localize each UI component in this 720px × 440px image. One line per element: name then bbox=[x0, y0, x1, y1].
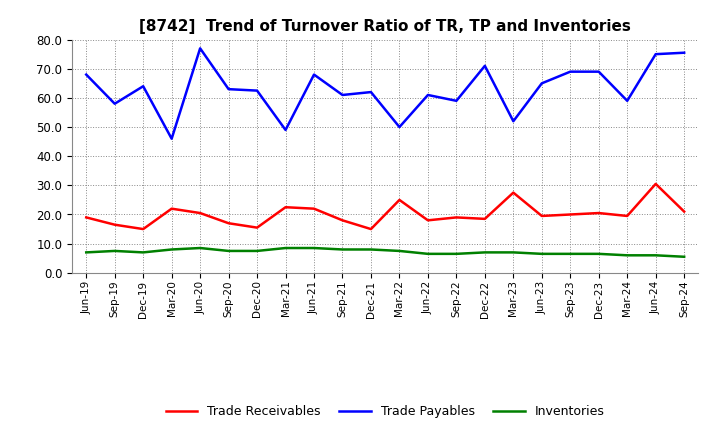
Line: Trade Payables: Trade Payables bbox=[86, 48, 684, 139]
Trade Receivables bbox=[338, 218, 347, 223]
Inventories bbox=[196, 246, 204, 251]
Trade Receivables bbox=[566, 212, 575, 217]
Trade Receivables bbox=[395, 197, 404, 202]
Trade Payables bbox=[253, 88, 261, 93]
Trade Payables bbox=[167, 136, 176, 141]
Inventories bbox=[253, 248, 261, 253]
Inventories bbox=[537, 251, 546, 257]
Inventories bbox=[423, 251, 432, 257]
Trade Receivables bbox=[423, 218, 432, 223]
Trade Payables bbox=[310, 72, 318, 77]
Trade Payables bbox=[566, 69, 575, 74]
Trade Payables bbox=[338, 92, 347, 98]
Trade Receivables bbox=[452, 215, 461, 220]
Trade Receivables bbox=[253, 225, 261, 230]
Trade Payables bbox=[282, 127, 290, 132]
Trade Payables bbox=[509, 118, 518, 124]
Inventories bbox=[139, 250, 148, 255]
Inventories bbox=[566, 251, 575, 257]
Trade Receivables bbox=[167, 206, 176, 211]
Trade Payables bbox=[452, 98, 461, 103]
Inventories bbox=[452, 251, 461, 257]
Trade Payables bbox=[652, 51, 660, 57]
Line: Trade Receivables: Trade Receivables bbox=[86, 184, 684, 229]
Inventories bbox=[652, 253, 660, 258]
Trade Receivables bbox=[110, 222, 119, 227]
Trade Receivables bbox=[623, 213, 631, 219]
Trade Receivables bbox=[537, 213, 546, 219]
Trade Payables bbox=[110, 101, 119, 106]
Inventories bbox=[282, 246, 290, 251]
Inventories bbox=[310, 246, 318, 251]
Inventories bbox=[225, 248, 233, 253]
Trade Receivables bbox=[282, 205, 290, 210]
Inventories bbox=[480, 250, 489, 255]
Line: Inventories: Inventories bbox=[86, 248, 684, 257]
Trade Payables bbox=[623, 98, 631, 103]
Trade Payables bbox=[480, 63, 489, 69]
Trade Receivables bbox=[82, 215, 91, 220]
Trade Receivables bbox=[480, 216, 489, 221]
Inventories bbox=[395, 248, 404, 253]
Trade Receivables bbox=[366, 227, 375, 232]
Trade Payables bbox=[196, 46, 204, 51]
Inventories bbox=[110, 248, 119, 253]
Trade Payables bbox=[225, 87, 233, 92]
Inventories bbox=[623, 253, 631, 258]
Trade Receivables bbox=[652, 181, 660, 187]
Trade Payables bbox=[139, 84, 148, 89]
Trade Payables bbox=[395, 125, 404, 130]
Trade Payables bbox=[537, 81, 546, 86]
Trade Receivables bbox=[196, 210, 204, 216]
Trade Payables bbox=[680, 50, 688, 55]
Trade Payables bbox=[595, 69, 603, 74]
Trade Receivables bbox=[595, 210, 603, 216]
Inventories bbox=[167, 247, 176, 252]
Trade Receivables bbox=[509, 190, 518, 195]
Trade Receivables bbox=[225, 220, 233, 226]
Trade Receivables bbox=[680, 209, 688, 214]
Inventories bbox=[366, 247, 375, 252]
Trade Payables bbox=[82, 72, 91, 77]
Inventories bbox=[82, 250, 91, 255]
Inventories bbox=[338, 247, 347, 252]
Trade Receivables bbox=[139, 227, 148, 232]
Legend: Trade Receivables, Trade Payables, Inventories: Trade Receivables, Trade Payables, Inven… bbox=[161, 400, 610, 423]
Trade Receivables bbox=[310, 206, 318, 211]
Title: [8742]  Trend of Turnover Ratio of TR, TP and Inventories: [8742] Trend of Turnover Ratio of TR, TP… bbox=[139, 19, 631, 34]
Inventories bbox=[680, 254, 688, 260]
Inventories bbox=[595, 251, 603, 257]
Inventories bbox=[509, 250, 518, 255]
Trade Payables bbox=[366, 89, 375, 95]
Trade Payables bbox=[423, 92, 432, 98]
